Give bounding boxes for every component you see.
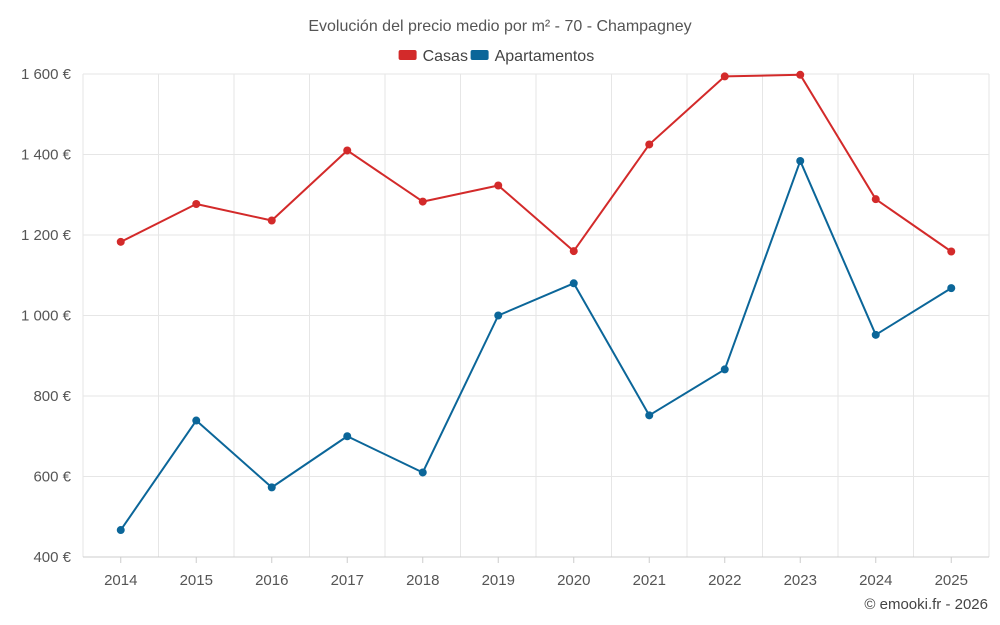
data-point-casas[interactable] <box>645 140 654 149</box>
x-tick-label: 2025 <box>935 572 968 589</box>
legend-item-casas[interactable]: Casas <box>398 48 468 65</box>
data-point-casas[interactable] <box>947 247 956 256</box>
series-line-casas <box>120 73 952 253</box>
y-tick-label: 1 600 € <box>21 66 72 83</box>
series-line-apartamentos <box>119 159 952 531</box>
series-group <box>116 70 956 535</box>
data-point-casas[interactable] <box>192 200 201 209</box>
x-tick-label: 2017 <box>331 572 364 589</box>
data-point-apartamentos[interactable] <box>418 468 427 477</box>
y-tick-label: 600 € <box>33 469 71 486</box>
legend: Casas Apartamentos <box>398 48 595 65</box>
x-tick-label: 2015 <box>180 572 213 589</box>
legend-label-casas: Casas <box>423 48 468 65</box>
data-point-apartamentos[interactable] <box>569 279 578 288</box>
x-tick-label: 2014 <box>104 572 137 589</box>
x-tick-label: 2021 <box>633 572 666 589</box>
data-point-apartamentos[interactable] <box>267 483 276 492</box>
legend-item-apartamentos[interactable]: Apartamentos <box>470 48 595 65</box>
data-point-casas[interactable] <box>343 146 352 155</box>
y-axis: 400 € 600 € 800 € 1 000 € 1 200 € 1 400 € 1 60… <box>21 66 72 566</box>
data-point-apartamentos[interactable] <box>116 526 125 535</box>
grid <box>82 73 990 558</box>
y-tick-label: 400 € <box>33 549 71 566</box>
y-tick-label: 1 200 € <box>21 227 72 244</box>
legend-swatch-casas <box>398 50 417 60</box>
data-point-casas[interactable] <box>494 181 503 190</box>
legend-label-apartamentos: Apartamentos <box>495 48 595 65</box>
y-tick-label: 1 000 € <box>21 308 72 325</box>
data-point-apartamentos[interactable] <box>871 330 880 339</box>
series-casas <box>116 70 956 256</box>
y-tick-label: 800 € <box>33 388 71 405</box>
x-tick-label: 2024 <box>859 572 892 589</box>
data-point-casas[interactable] <box>569 247 578 256</box>
data-point-apartamentos[interactable] <box>720 365 729 374</box>
data-point-apartamentos[interactable] <box>796 156 805 165</box>
data-point-apartamentos[interactable] <box>494 311 503 320</box>
x-axis: 2014 2015 2016 2017 2018 2019 2020 2021 2022 2023… <box>83 556 989 589</box>
legend-swatch-apartamentos <box>470 50 489 60</box>
x-tick-label: 2016 <box>255 572 288 589</box>
data-point-apartamentos[interactable] <box>343 432 352 441</box>
data-point-casas[interactable] <box>267 216 276 225</box>
chart-title: Evolución del precio medio por m² - 70 -… <box>308 18 691 35</box>
data-point-casas[interactable] <box>871 195 880 204</box>
data-point-apartamentos[interactable] <box>645 411 654 420</box>
data-point-casas[interactable] <box>418 197 427 206</box>
series-apartamentos <box>116 156 956 535</box>
x-tick-label: 2019 <box>482 572 515 589</box>
x-tick-label: 2023 <box>784 572 817 589</box>
data-point-casas[interactable] <box>116 237 125 246</box>
x-tick-label: 2022 <box>708 572 741 589</box>
x-tick-label: 2018 <box>406 572 439 589</box>
data-point-apartamentos[interactable] <box>192 416 201 425</box>
x-tick-label: 2020 <box>557 572 590 589</box>
data-point-casas[interactable] <box>720 72 729 81</box>
data-point-apartamentos[interactable] <box>947 284 956 293</box>
credit-text: © emooki.fr - 2026 <box>864 596 988 613</box>
data-point-casas[interactable] <box>796 70 805 79</box>
y-tick-label: 1 400 € <box>21 147 72 164</box>
